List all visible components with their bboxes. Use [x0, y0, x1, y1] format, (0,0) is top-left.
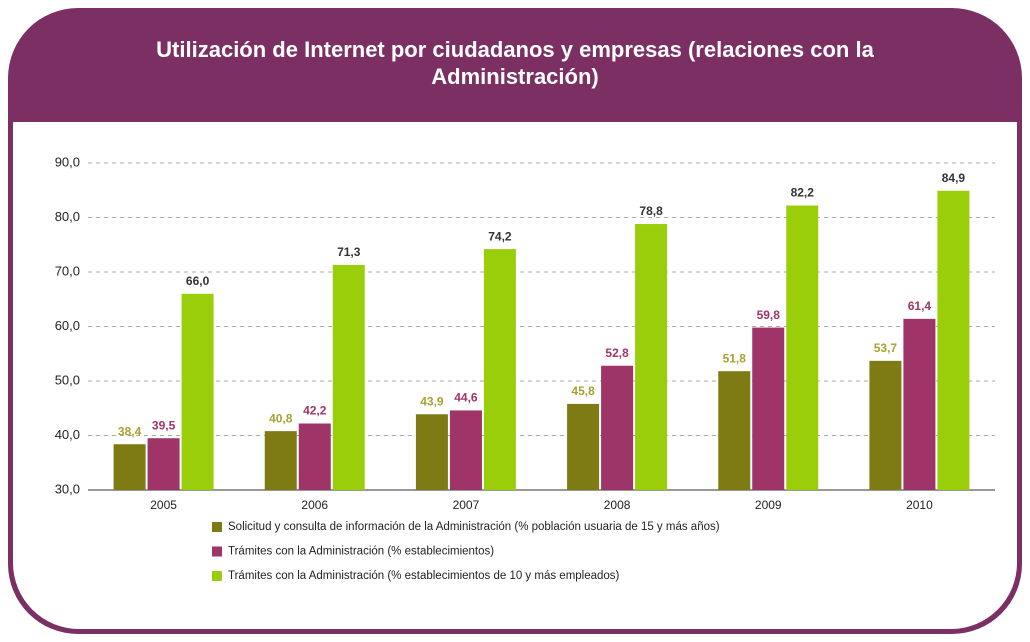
x-tick-label: 2008: [604, 498, 631, 512]
header: [13, 60, 1017, 122]
bar: [903, 318, 936, 490]
legend-swatch: [212, 522, 222, 532]
bar: [147, 438, 180, 490]
value-label: 40,8: [269, 411, 293, 425]
y-tick-label: 60,0: [55, 318, 80, 333]
legend-swatch: [212, 546, 222, 557]
value-label: 66,0: [186, 274, 210, 288]
legend-label: Solicitud y consulta de información de l…: [228, 521, 720, 533]
value-label: 84,9: [942, 171, 966, 185]
y-tick-label: 40,0: [55, 427, 80, 442]
y-tick-label: 90,0: [55, 154, 80, 169]
bar: [264, 431, 297, 490]
value-label: 39,5: [152, 418, 176, 432]
bar: [449, 410, 482, 490]
value-label: 82,2: [791, 186, 815, 200]
chart-title: Utilización de Internet por ciudadanos y…: [156, 37, 874, 89]
value-label: 71,3: [337, 245, 361, 259]
bar: [483, 249, 516, 490]
y-tick-label: 70,0: [55, 263, 80, 278]
bar: [415, 414, 448, 490]
x-tick-label: 2006: [301, 498, 328, 512]
x-tick-label: 2009: [755, 498, 782, 512]
y-tick-label: 80,0: [55, 209, 80, 224]
bar: [567, 403, 600, 490]
bar: [786, 205, 819, 490]
x-tick-label: 2007: [453, 498, 480, 512]
bar: [332, 264, 365, 490]
bar: [937, 190, 970, 491]
value-label: 59,8: [757, 308, 781, 322]
value-label: 74,2: [488, 229, 512, 243]
legend-label: Trámites con la Administración (% establ…: [228, 570, 620, 582]
bar: [181, 293, 214, 490]
legend-swatch: [212, 571, 222, 581]
value-label: 52,8: [605, 346, 629, 360]
bar: [752, 327, 785, 490]
bar: [601, 365, 634, 490]
y-tick-label: 50,0: [55, 372, 80, 387]
value-label: 42,2: [303, 404, 327, 418]
value-label: 53,7: [874, 341, 898, 355]
bar: [113, 444, 146, 490]
x-tick-label: 2010: [906, 498, 933, 512]
value-label: 78,8: [639, 204, 663, 218]
value-label: 38,4: [118, 424, 142, 438]
value-label: 45,8: [571, 384, 595, 398]
bar: [298, 423, 331, 490]
value-label: 43,9: [420, 394, 444, 408]
bar: [718, 371, 751, 490]
bar: [869, 360, 902, 490]
bar: [635, 224, 668, 491]
x-tick-label: 2005: [150, 498, 177, 512]
y-tick-label: 30,0: [55, 481, 80, 496]
value-label: 51,8: [723, 351, 747, 365]
legend-label: Trámites con la Administración (% establ…: [228, 546, 494, 558]
value-label: 61,4: [908, 299, 932, 313]
value-label: 44,6: [454, 391, 478, 405]
